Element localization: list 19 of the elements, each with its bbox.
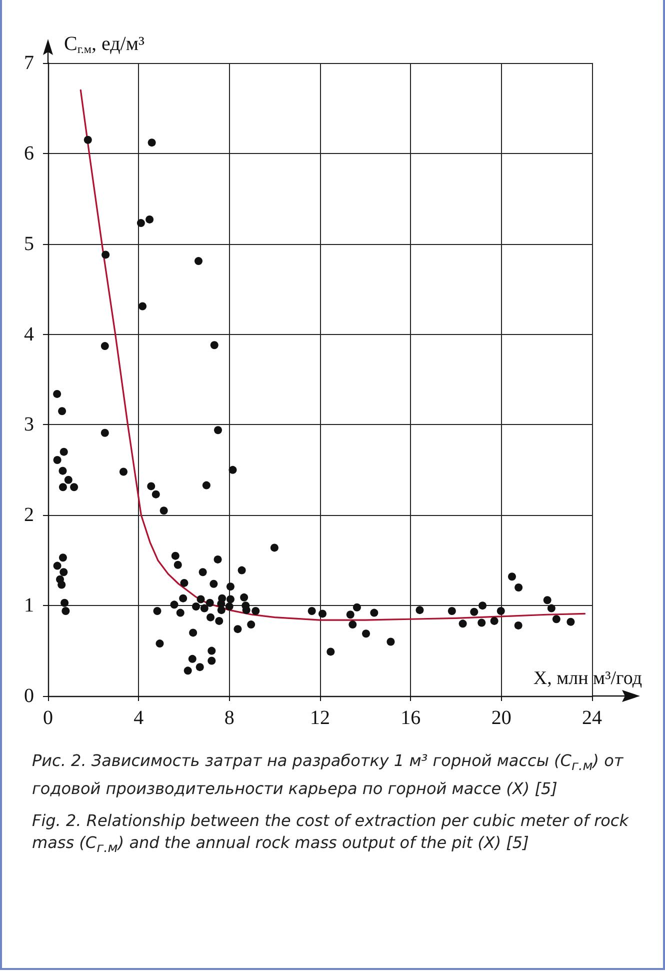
x-tick-label: 8	[224, 707, 234, 729]
y-tick-label: 6	[24, 142, 34, 164]
y-tick-label: 7	[24, 52, 34, 74]
x-tick-label: 4	[134, 707, 144, 729]
text: Рис. 2. Зависимость затрат на разработку 1 м³ горной массы (C$_{г.м}$) от годовой производительности карьера по горной массе (X) [5]	[32, 751, 624, 798]
line-series	[80, 89, 586, 621]
y-tick-label: 2	[24, 504, 34, 526]
y-tick-label: 5	[24, 232, 34, 255]
y-tick-label: 4	[24, 323, 34, 346]
x-tick-label: 24	[582, 707, 602, 729]
y-tick-label: 0	[24, 685, 34, 707]
y-tick-label: 3	[24, 414, 34, 436]
caption: Fig. 2. Relationship between the cost of extraction per cubic meter of rock mass (C$_{г.м}$) and the annual rock mass output of the pit (X) [5]	[32, 810, 630, 858]
y-tick-label: 1	[24, 594, 34, 617]
x-axis-title: X, млн м³/год	[533, 668, 642, 689]
x-tick-label: 20	[491, 707, 512, 729]
x-tick-label: 16	[400, 707, 421, 729]
x-tick-label: 12	[310, 707, 330, 729]
x-tick-label: 0	[43, 707, 53, 729]
